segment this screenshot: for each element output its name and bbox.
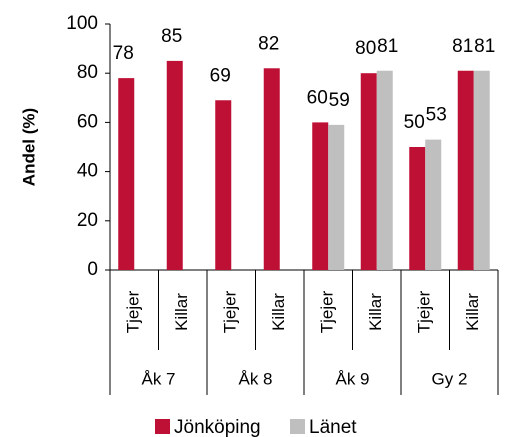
data-label: 81 [474, 36, 495, 57]
bar [360, 73, 377, 270]
y-tick-label: 20 [77, 210, 98, 231]
bar [215, 100, 232, 270]
data-label: 53 [426, 105, 447, 126]
bar [263, 68, 280, 270]
data-label: 80 [355, 38, 376, 59]
bar [118, 78, 135, 271]
data-label: 50 [404, 112, 425, 133]
data-label: 82 [258, 33, 279, 54]
bar [409, 147, 426, 270]
x-tick-label: Killar [172, 293, 191, 331]
legend-label: Jönköping [174, 417, 261, 437]
x-tick-label: Tjejer [318, 290, 337, 333]
bar [473, 70, 490, 271]
legend-swatch [290, 419, 305, 434]
data-label: 85 [161, 26, 182, 47]
y-axis-title: Andel (%) [19, 108, 38, 186]
y-tick-label: 0 [87, 259, 98, 280]
x-tick-label: Tjejer [124, 290, 143, 333]
group-label: Åk 8 [238, 369, 272, 388]
data-label: 59 [329, 90, 350, 111]
bar [457, 70, 474, 271]
y-tick-label: 80 [77, 62, 98, 83]
bar [166, 60, 183, 271]
data-label: 81 [377, 36, 398, 57]
y-tick-label: 60 [77, 111, 98, 132]
y-tick-label: 40 [77, 161, 98, 182]
legend-label: Länet [309, 417, 357, 437]
data-label: 69 [210, 65, 231, 86]
group-label: Åk 7 [141, 369, 175, 388]
x-tick-label: Tjejer [415, 290, 434, 333]
bar [425, 139, 442, 270]
group-label: Gy 2 [432, 369, 468, 388]
data-label: 60 [307, 87, 328, 108]
group-label: Åk 9 [335, 369, 369, 388]
data-label: 81 [452, 36, 473, 57]
bar [312, 122, 329, 271]
legend-swatch [155, 419, 170, 434]
x-tick-label: Killar [463, 293, 482, 331]
x-tick-label: Tjejer [221, 290, 240, 333]
y-tick-label: 100 [66, 13, 98, 34]
x-tick-label: Killar [366, 293, 385, 331]
data-label: 78 [113, 43, 134, 64]
bar [328, 124, 345, 270]
bar [376, 70, 393, 271]
x-tick-label: Killar [269, 293, 288, 331]
